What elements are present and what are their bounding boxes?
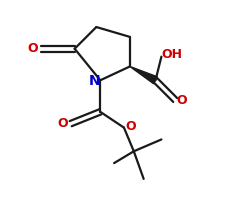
Text: O: O: [58, 117, 68, 130]
Text: OH: OH: [162, 48, 183, 61]
Polygon shape: [130, 66, 157, 84]
Text: O: O: [27, 42, 37, 55]
Text: N: N: [89, 74, 100, 88]
Text: O: O: [177, 94, 187, 107]
Text: O: O: [125, 120, 136, 133]
